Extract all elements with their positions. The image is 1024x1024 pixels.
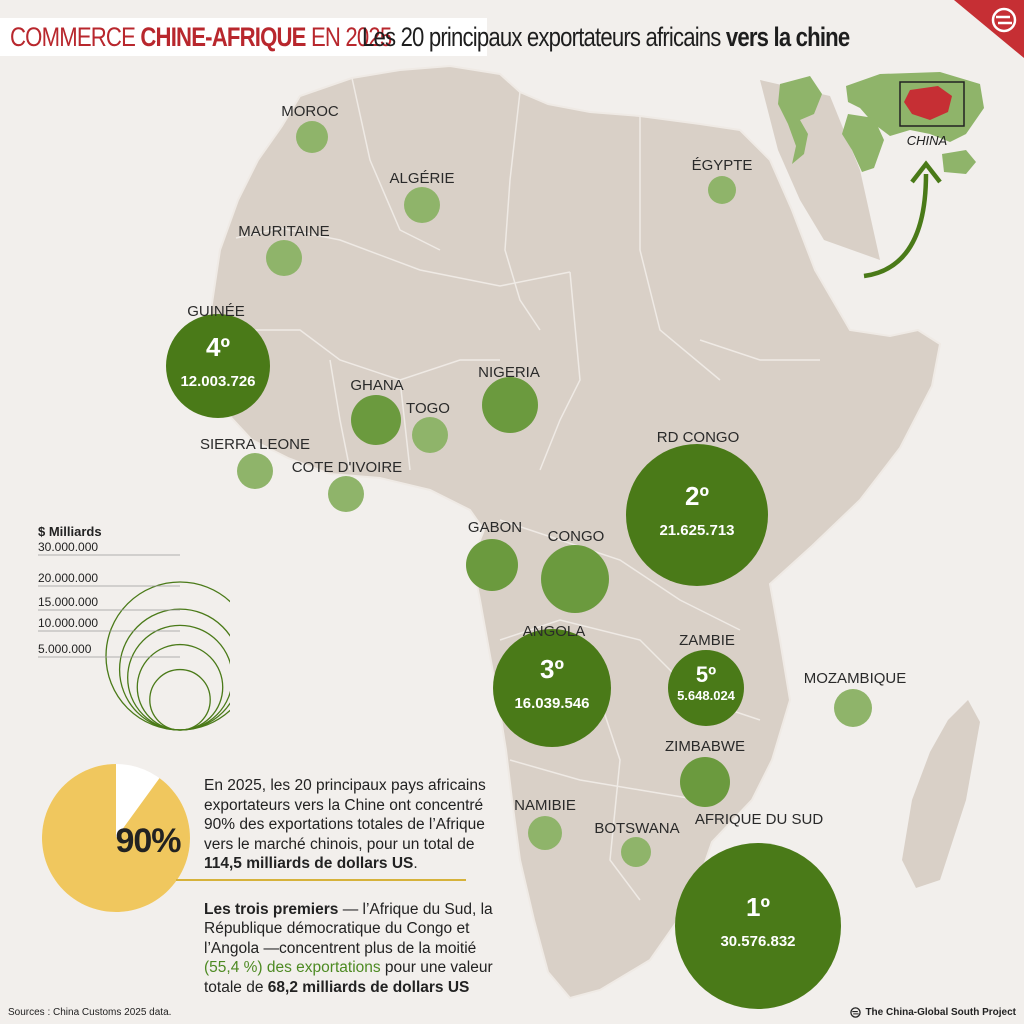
country-label-rd-congo: RD CONGO xyxy=(657,429,740,446)
country-label-mozambique: MOZAMBIQUE xyxy=(804,670,907,687)
legend-title: $ Milliards xyxy=(38,524,102,539)
inset-china-label: CHINA xyxy=(907,133,947,148)
bubble-congo xyxy=(541,545,609,613)
bubble-zambie xyxy=(668,650,744,726)
info-paragraph-1: En 2025, les 20 principaux pays africain… xyxy=(204,777,486,872)
legend-circle-2 xyxy=(127,624,230,731)
country-borders xyxy=(226,77,820,901)
title-part2: CHINE-AFRIQUE xyxy=(140,21,311,52)
title-part1: COMMERCE xyxy=(10,21,141,52)
inset-china xyxy=(904,86,952,120)
legend-label-3: 10.000.000 xyxy=(38,616,98,630)
country-label-cote-d-ivoire: COTE D'IVOIRE xyxy=(292,459,402,476)
country-label-zambie: ZAMBIE xyxy=(679,632,735,649)
corner-flag xyxy=(954,0,1024,58)
bubble-mozambique xyxy=(834,689,872,727)
main-title: COMMERCE CHINE-AFRIQUE EN 2025 xyxy=(0,18,488,56)
legend-label-2: 15.000.000 xyxy=(38,595,98,609)
bubble-gabon xyxy=(466,539,518,591)
legend-label-0: 30.000.000 xyxy=(38,540,98,554)
size-legend: $ Milliards 30.000.000 20.000.000 15.000.0… xyxy=(38,524,230,731)
country-label-mauritaine: MAURITAINE xyxy=(238,223,329,240)
inset-oceania xyxy=(942,150,976,174)
legend-label-4: 5.000.000 xyxy=(38,642,92,656)
subtitle-part3: vers la chine xyxy=(725,22,850,52)
rank-label-rd-congo: 2º xyxy=(685,481,709,511)
bubble-botswana xyxy=(621,837,651,867)
country-label-congo: CONGO xyxy=(548,528,605,545)
country-label-alg-rie: ALGÉRIE xyxy=(389,170,454,187)
share-pie-chart: 90% xyxy=(41,764,190,912)
country-label-ghana: GHANA xyxy=(350,377,403,394)
country-label-sierra-leone: SIERRA LEONE xyxy=(200,436,310,453)
value-label-angola: 16.039.546 xyxy=(514,695,589,712)
bubble-ghana xyxy=(351,395,401,445)
subtitle-part1: Les 20 principaux xyxy=(362,22,527,52)
bubble-nigeria xyxy=(482,377,538,433)
brand-logo-icon xyxy=(991,7,1017,33)
madagascar xyxy=(902,700,980,888)
world-inset: CHINA xyxy=(778,72,984,174)
inset-africa xyxy=(842,114,884,172)
bubble-guin-e xyxy=(166,314,270,418)
arrow-to-china-icon xyxy=(863,160,942,279)
country-label--gypte: ÉGYPTE xyxy=(692,157,753,174)
bubble-afrique-du-sud xyxy=(675,843,841,1009)
inset-americas xyxy=(778,76,822,164)
bubble--gypte xyxy=(708,176,736,204)
country-label-moroc: MOROC xyxy=(281,103,339,120)
rank-label-guin-e: 4º xyxy=(206,332,230,362)
legend-circle-4 xyxy=(149,668,211,731)
bubble-mauritaine xyxy=(266,240,302,276)
info-paragraph-2: Les trois premiers — l’Afrique du Sud, l… xyxy=(204,900,493,996)
subtitle: Les 20 principaux exportateurs africains… xyxy=(362,22,850,53)
bubble-alg-rie xyxy=(404,187,440,223)
country-label-gabon: GABON xyxy=(468,519,522,536)
brand-name: The China-Global South Project xyxy=(865,1007,1016,1018)
country-label-togo: TOGO xyxy=(406,400,450,417)
rank-label-afrique-du-sud: 1º xyxy=(746,892,770,922)
country-label-namibie: NAMIBIE xyxy=(514,797,576,814)
pie-divider xyxy=(176,879,466,881)
bubble-namibie xyxy=(528,816,562,850)
country-label-zimbabwe: ZIMBABWE xyxy=(665,738,745,755)
pie-slice-90 xyxy=(41,764,190,912)
country-label-botswana: BOTSWANA xyxy=(594,820,679,837)
bubble-togo xyxy=(412,417,448,453)
info-text: En 2025, les 20 principaux pays africain… xyxy=(204,776,494,997)
bubble-rd-congo xyxy=(626,444,768,586)
inset-china-frame xyxy=(899,81,965,127)
bubble-angola xyxy=(493,629,611,747)
value-label-afrique-du-sud: 30.576.832 xyxy=(720,933,795,950)
country-label-guin-e: GUINÉE xyxy=(187,303,245,320)
bubble-cote-d-ivoire xyxy=(328,476,364,512)
bubble-zimbabwe xyxy=(680,757,730,807)
value-label-rd-congo: 21.625.713 xyxy=(659,522,734,539)
source-note: Sources : China Customs 2025 data. xyxy=(8,1007,172,1018)
rank-label-angola: 3º xyxy=(540,654,564,684)
brand-footer: The China-Global South Project xyxy=(850,1007,1016,1018)
title-part3: EN 2025 xyxy=(310,21,392,52)
country-label-nigeria: NIGERIA xyxy=(478,364,540,381)
country-label-afrique-du-sud: AFRIQUE DU SUD xyxy=(695,811,824,828)
legend-label-1: 20.000.000 xyxy=(38,571,98,585)
value-label-zambie: 5.648.024 xyxy=(677,688,736,703)
value-label-guin-e: 12.003.726 xyxy=(180,373,255,390)
legend-circle-0 xyxy=(105,581,230,731)
subtitle-part2: exportateurs africains xyxy=(526,22,726,52)
country-label-angola: ANGOLA xyxy=(523,623,586,640)
bubble-sierra-leone xyxy=(237,453,273,489)
brand-mini-logo-icon xyxy=(850,1007,862,1018)
bubble-moroc xyxy=(296,121,328,153)
rank-label-zambie: 5º xyxy=(696,662,716,687)
pie-label: 90% xyxy=(115,822,181,860)
